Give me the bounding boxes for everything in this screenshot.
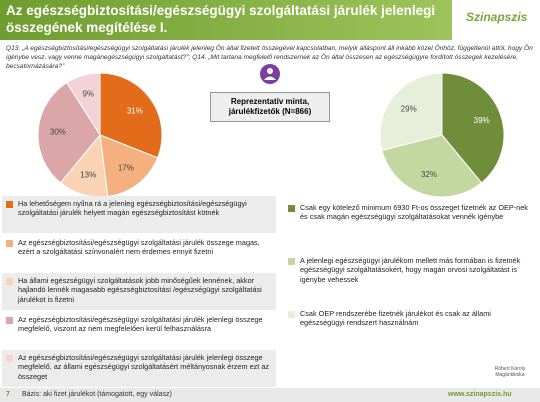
slice-label: 32% <box>421 170 437 179</box>
legend-text: Ha állami egészségügyi szolgáltatások jo… <box>18 276 262 304</box>
legend-text: Ha lehetőségem nyílna rá a jelenleg egés… <box>18 199 247 218</box>
question: Q13. „A egészségbiztosítási/egészségügyi… <box>6 45 533 70</box>
legend-item: Ha lehetőségem nyílna rá a jelenleg egés… <box>2 196 276 233</box>
legend-item: Csak egy kötelező minimum 6930 Ft-os öss… <box>284 200 538 251</box>
pie-slice <box>37 81 101 184</box>
header-bar <box>0 0 452 40</box>
legend-text: Az egészségbiztosítási/egészségügyi szol… <box>18 314 263 333</box>
person-head <box>267 68 273 74</box>
legend-item: Az egészségbiztosítási/egészségügyi szol… <box>2 234 276 271</box>
pie-slice <box>379 72 443 152</box>
legend-swatch <box>6 316 13 324</box>
legend-item: Csak OEP rendszerébe fizetnék járulékot … <box>284 306 538 357</box>
legend-swatch <box>288 258 295 265</box>
slice-label: 39% <box>474 116 490 125</box>
pie-slice <box>99 72 163 159</box>
legend-item: A jelenlegi egészségügyi járulékom melle… <box>284 253 538 304</box>
legend-item: Ha állami egészségügyi szolgáltatások jo… <box>2 273 276 310</box>
legend-swatch <box>6 278 13 285</box>
legend-text: Az egészségbiztosítási/egészségügyi szol… <box>18 353 270 381</box>
page-number: 7 <box>6 391 10 398</box>
slice-label: 29% <box>401 104 417 113</box>
person-body <box>264 76 276 80</box>
legend-text: A jelenlegi egészségügyi járulékom melle… <box>300 256 521 284</box>
legend-swatch <box>6 239 13 247</box>
slice-label: 31% <box>127 106 143 115</box>
logo: Szinapszis <box>466 10 528 24</box>
legend-text: Csak OEP rendszerébe fizetnék járulékot … <box>300 309 491 328</box>
legend-text: Az egészségbiztosítási/egészségügyi szol… <box>18 237 260 256</box>
slice-label: 30% <box>50 127 66 136</box>
sample-badge: Reprezentatív minta, járulékfizetők (N=8… <box>210 92 330 122</box>
slice-label: 9% <box>82 90 94 99</box>
legend-item: Az egészségbiztosítási/egészségügyi szol… <box>2 350 276 387</box>
title: Az egészségbiztosítási/egészségügyi szol… <box>6 3 436 35</box>
footer-bar <box>0 388 540 402</box>
legend-swatch <box>6 201 13 208</box>
legend-text: Csak egy kötelező minimum 6930 Ft-os öss… <box>300 203 528 222</box>
partner-logo: Róbert Károly Magánklinika <box>494 366 526 378</box>
legend-swatch <box>288 311 295 318</box>
legend-swatch <box>288 205 295 212</box>
pie-slice <box>99 134 159 198</box>
slice-label: 13% <box>80 171 96 180</box>
pie-slice <box>381 134 483 198</box>
base-note: Bázis: aki fizet járulékot (támogatott, … <box>22 391 172 398</box>
legend-item: Az egészségbiztosítási/egészségügyi szol… <box>2 311 276 348</box>
website: www.szinapszis.hu <box>448 391 512 398</box>
pie-slice <box>441 72 505 184</box>
pie-slice <box>66 72 101 137</box>
legend-swatch <box>6 355 13 362</box>
slice-label: 17% <box>118 163 134 172</box>
